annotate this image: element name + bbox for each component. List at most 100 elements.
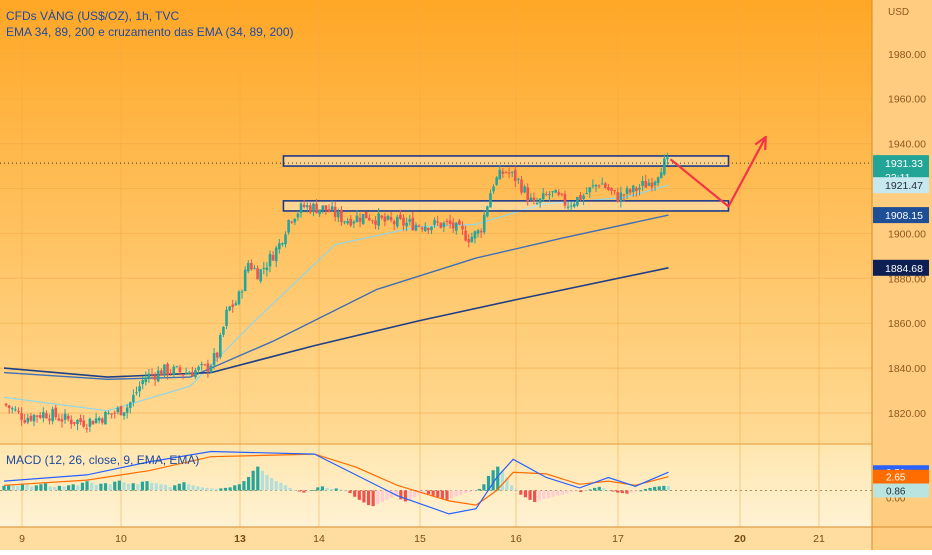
- macd-histogram-bar: [473, 490, 477, 492]
- candle-up: [538, 198, 542, 203]
- forecast-arrow[interactable]: [669, 135, 767, 208]
- candle-up: [535, 203, 539, 205]
- macd-histogram-bar: [11, 485, 15, 491]
- macd-histogram-bar: [117, 480, 121, 491]
- candle-down: [38, 415, 42, 418]
- chart-title: CFDs VÀNG (US$/OZ), 1h, TVC: [6, 8, 179, 23]
- candle-up: [473, 231, 477, 239]
- candle-down: [45, 413, 48, 419]
- macd-histogram-bar: [445, 490, 449, 500]
- macd-axis: 0.003.512.650.86: [873, 465, 929, 505]
- candle-up: [492, 186, 495, 192]
- candle-up: [625, 188, 629, 195]
- candle-up: [433, 219, 436, 225]
- candle-down: [402, 217, 405, 226]
- macd-histogram-bar: [653, 486, 657, 491]
- macd-histogram-bar: [57, 485, 61, 491]
- candle-up: [396, 216, 399, 227]
- macd-histogram-bar: [639, 490, 643, 492]
- macd-histogram-bar: [270, 478, 274, 491]
- macd-histogram-bar: [394, 490, 398, 497]
- candle-up: [253, 268, 256, 270]
- candle-down: [383, 216, 387, 222]
- candle-up: [10, 408, 14, 410]
- macd-histogram-bar: [320, 486, 324, 491]
- candle-down: [290, 221, 294, 223]
- candle-up: [663, 158, 666, 175]
- macd-histogram-bar: [611, 490, 615, 492]
- macd-histogram-bar: [477, 488, 481, 491]
- candle-up: [529, 197, 533, 201]
- candle-down: [358, 217, 362, 222]
- candle-down: [451, 222, 455, 229]
- ema34-value: 1921.47: [885, 180, 923, 192]
- candle-down: [169, 372, 172, 374]
- macd-histogram-bar: [34, 485, 38, 491]
- candle-up: [405, 222, 408, 227]
- candle-down: [315, 203, 318, 214]
- macd-histogram-bar: [113, 481, 117, 491]
- candle-down: [504, 171, 508, 173]
- ema89-badge: [873, 207, 929, 224]
- resistance-zone[interactable]: [282, 155, 730, 167]
- support-zone[interactable]: [282, 200, 730, 212]
- candle-down: [166, 363, 169, 375]
- candle-down: [203, 364, 207, 366]
- candle-up: [582, 195, 585, 199]
- histogram-value-badge: [873, 483, 929, 498]
- candle-up: [234, 303, 238, 306]
- time-axis-background[interactable]: [0, 527, 872, 550]
- ema89-value: 1908.15: [885, 210, 923, 222]
- forecast-arrow-path[interactable]: [669, 136, 767, 208]
- candle-down: [66, 415, 70, 420]
- candle-up: [116, 407, 120, 413]
- macd-histogram-bar: [533, 490, 537, 502]
- macd-histogram-bar: [30, 486, 34, 491]
- macd-histogram-bar: [546, 490, 551, 499]
- macd-histogram-bar: [297, 490, 301, 492]
- macd-histogram-bar: [491, 470, 495, 491]
- candle-down: [650, 182, 654, 188]
- price-axis[interactable]: USD 1980.001960.001940.001900.001880.001…: [888, 7, 926, 420]
- forecast-arrow-head[interactable]: [754, 135, 767, 150]
- macd-histogram-bar: [616, 490, 620, 493]
- macd-histogram-bar: [459, 490, 463, 496]
- ema34-badge: [873, 177, 929, 194]
- time-axis[interactable]: 9 10 13 14 15 16 17 20 21: [19, 533, 825, 545]
- candle-up: [141, 380, 144, 385]
- candle-down: [439, 222, 443, 228]
- candle-down: [635, 187, 638, 192]
- candle-down: [371, 220, 374, 222]
- candle-up: [352, 221, 356, 224]
- macd-histogram-bar: [569, 490, 574, 493]
- candle-down: [60, 419, 64, 422]
- candle-down: [7, 405, 11, 409]
- macd-histogram-bar: [242, 481, 246, 491]
- price-tick-label: 1960.00: [888, 94, 926, 106]
- macd-histogram-bar: [154, 483, 158, 491]
- candle-down: [445, 220, 449, 222]
- price-tick-label: 1980.00: [888, 49, 926, 61]
- candle-down: [333, 206, 337, 217]
- candle-down: [622, 194, 626, 196]
- candle-up: [42, 412, 45, 419]
- ema-line-89: [3, 214, 669, 381]
- macd-histogram-bar: [191, 485, 195, 491]
- candle-up: [228, 306, 231, 311]
- macd-histogram-bar: [629, 490, 634, 493]
- candle-up: [225, 309, 228, 326]
- macd-histogram-bar: [260, 470, 265, 491]
- macd-histogram-bar: [413, 490, 417, 498]
- candle-down: [29, 415, 33, 421]
- macd-pane-background: [0, 444, 872, 527]
- macd-histogram-bar: [666, 486, 671, 491]
- macd-histogram-bar: [343, 490, 348, 492]
- candle-down: [69, 419, 73, 425]
- macd-histogram-bar: [620, 490, 624, 494]
- candle-down: [520, 179, 523, 193]
- macd-line: [3, 450, 669, 515]
- candle-down: [604, 183, 607, 188]
- macd-histogram-bar: [376, 490, 380, 505]
